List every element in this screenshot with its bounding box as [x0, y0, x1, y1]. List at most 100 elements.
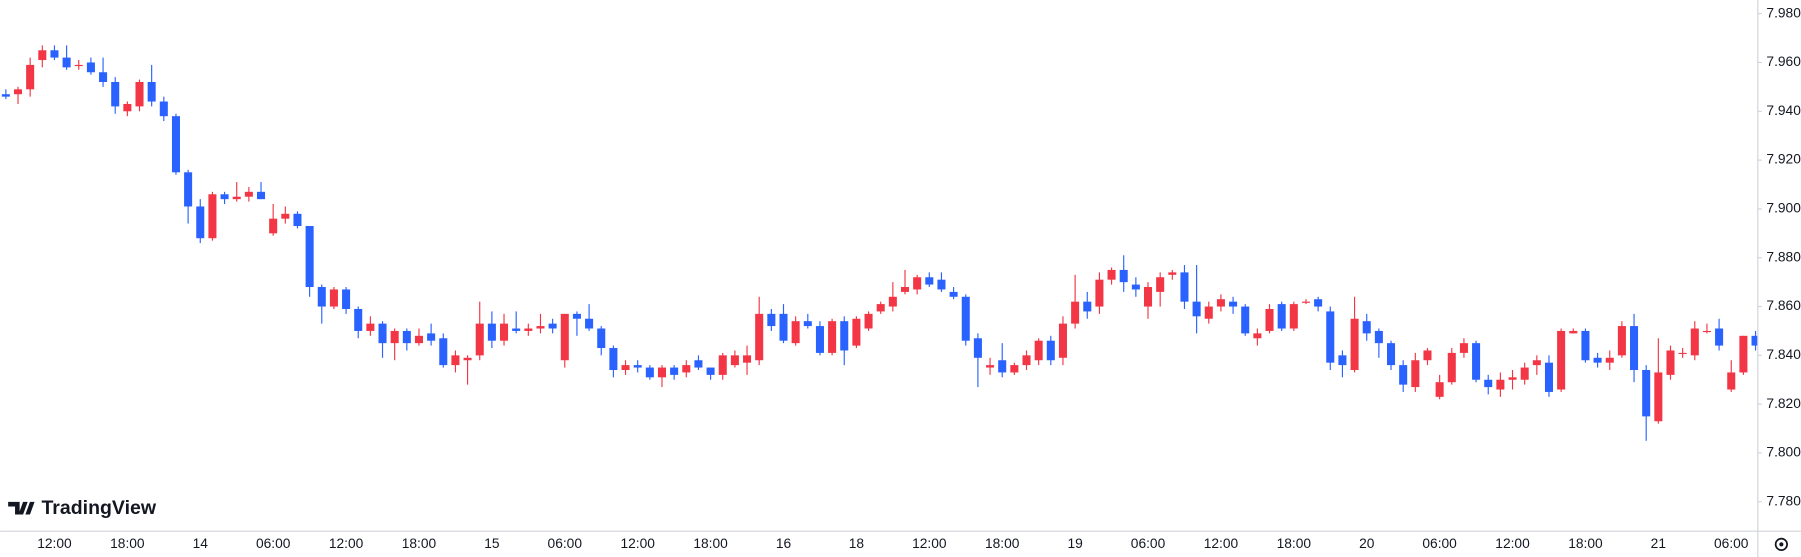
candle-body — [1411, 360, 1420, 388]
candle-body — [1289, 304, 1298, 329]
candle-body — [1508, 377, 1517, 380]
candle-body — [1083, 301, 1092, 312]
y-tick-label: 7.860 — [1766, 298, 1801, 313]
candle-body — [220, 194, 229, 200]
candle-body — [1702, 330, 1711, 333]
candle-body — [317, 287, 326, 307]
candle-body — [1532, 360, 1541, 366]
candle-body — [986, 365, 995, 368]
y-tick-label: 7.940 — [1766, 103, 1801, 118]
candle-body — [1617, 326, 1626, 356]
x-tick-label: 06:00 — [1422, 536, 1457, 551]
candle-body — [1326, 311, 1335, 363]
x-tick-label: 18 — [849, 536, 865, 551]
candle-body — [730, 355, 739, 366]
candle-body — [184, 172, 193, 207]
y-tick-label: 7.800 — [1766, 445, 1801, 460]
candle-body — [244, 191, 253, 197]
candle-body — [378, 323, 387, 344]
x-tick-label: 12:00 — [1495, 536, 1530, 551]
candle-body — [864, 313, 873, 329]
x-tick-label: 12:00 — [912, 536, 947, 551]
candle-body — [1544, 362, 1554, 392]
candle-body — [1022, 355, 1031, 366]
candle-body — [536, 326, 545, 329]
candle-body — [50, 50, 59, 58]
candle-body — [1362, 321, 1371, 334]
candle-body — [1727, 372, 1736, 390]
candle-body — [1119, 269, 1128, 283]
candle-body — [402, 330, 411, 344]
candle-body — [1180, 272, 1189, 302]
x-tick-label: 14 — [193, 536, 209, 551]
candle-body — [1593, 357, 1602, 363]
candle-body — [1168, 272, 1177, 275]
candle-body — [99, 72, 108, 83]
candle-body — [1253, 333, 1262, 339]
x-tick-label: 06:00 — [256, 536, 291, 551]
candle-body — [597, 328, 606, 349]
x-tick-label: 16 — [776, 536, 792, 551]
candle-body — [998, 360, 1007, 373]
candle-body — [1046, 340, 1055, 361]
candle-body — [135, 82, 144, 107]
logo: TradingView — [8, 497, 157, 519]
candle-body — [293, 213, 302, 226]
y-tick-label: 7.780 — [1766, 493, 1801, 508]
candle-body — [1751, 335, 1758, 346]
candle-body — [670, 367, 679, 375]
candle-body — [1569, 330, 1578, 334]
candle-body — [1484, 379, 1493, 388]
candle-body — [1301, 301, 1310, 303]
candle-body — [487, 323, 496, 341]
candle-body — [1678, 352, 1687, 355]
candle-body — [366, 323, 375, 331]
settings-gear[interactable] — [1774, 537, 1788, 551]
candle-body — [876, 304, 885, 312]
candle-body — [439, 338, 448, 366]
candle-body — [74, 64, 83, 67]
x-tick-label: 18:00 — [985, 536, 1020, 551]
candle-body — [147, 82, 156, 102]
candle-body — [1666, 350, 1675, 375]
settings-gear-center[interactable] — [1779, 542, 1784, 547]
x-tick-label: 15 — [484, 536, 500, 551]
candle-body — [1204, 306, 1213, 319]
candle-body — [633, 365, 642, 368]
candle-body — [791, 321, 800, 344]
candle-body — [937, 279, 946, 290]
candle-body — [779, 313, 788, 341]
candle-body — [427, 333, 436, 341]
candle-body — [13, 89, 23, 95]
y-tick-label: 7.840 — [1766, 347, 1801, 362]
candle-body — [1350, 318, 1359, 370]
logo-icon — [8, 501, 35, 515]
x-tick-label: 18:00 — [1568, 536, 1603, 551]
x-tick-label: 21 — [1651, 536, 1666, 551]
x-tick-label: 06:00 — [1714, 536, 1749, 551]
candle-body — [1071, 301, 1080, 324]
candle-body — [572, 313, 581, 319]
candle-body — [1654, 372, 1663, 422]
candle-body — [657, 367, 667, 378]
candle-body — [548, 323, 557, 329]
candle-body — [1095, 279, 1104, 307]
y-tick-label: 7.980 — [1766, 5, 1801, 20]
candle-body — [329, 289, 338, 307]
candle-body — [743, 355, 752, 363]
x-tick-label: 12:00 — [329, 536, 364, 551]
candle-body — [1107, 269, 1116, 280]
y-tick-label: 7.820 — [1766, 396, 1801, 411]
candle-body — [208, 194, 217, 239]
candle-body — [26, 64, 35, 90]
candle-body — [1229, 301, 1238, 307]
candle-body — [1447, 352, 1456, 383]
settings-icon[interactable] — [1774, 537, 1788, 551]
candle-body — [475, 323, 484, 356]
x-tick-label: 06:00 — [1131, 536, 1166, 551]
candle-body — [1690, 328, 1699, 356]
candle-body — [1630, 326, 1639, 370]
y-tick-label: 7.900 — [1766, 201, 1801, 216]
y-tick-label: 7.960 — [1766, 54, 1801, 69]
